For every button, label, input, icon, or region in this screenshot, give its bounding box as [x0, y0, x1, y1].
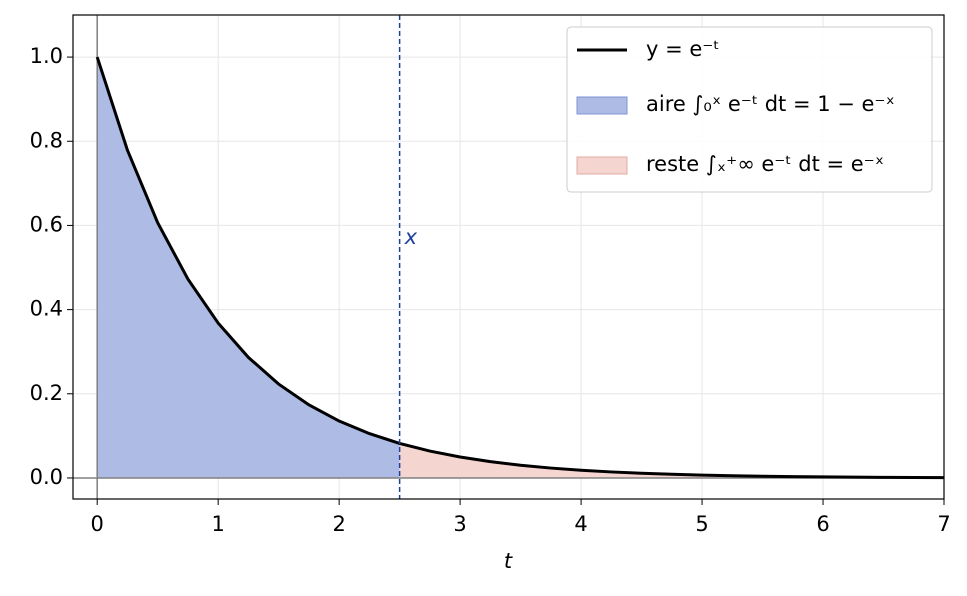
reference-label: x [404, 225, 418, 249]
y-tick-label: 1.0 [30, 44, 63, 68]
legend-label: reste ∫ₓ⁺∞ e⁻ᵗ dt = e⁻ˣ [646, 152, 884, 176]
x-tick-label: 5 [695, 512, 708, 536]
y-tick-label: 0.8 [30, 128, 63, 152]
x-tick-label: 4 [574, 512, 587, 536]
y-tick-label: 0.6 [30, 212, 63, 236]
fill-area [399, 443, 944, 478]
x-tick-label: 3 [453, 512, 466, 536]
legend-swatch [576, 156, 628, 175]
x-tick-label: 2 [332, 512, 345, 536]
legend-label: y = e⁻ᵗ [646, 37, 720, 61]
line [95, 56, 945, 480]
fill-area [97, 57, 400, 478]
y-tick-label: 0.2 [30, 381, 63, 405]
x-tick-label: 0 [91, 512, 104, 536]
legend-box [566, 26, 933, 193]
x-tick-label: 7 [937, 512, 950, 536]
plot-frame [72, 14, 945, 500]
legend-label: aire ∫₀ˣ e⁻ᵗ dt = 1 − e⁻ˣ [646, 92, 895, 116]
x-axis-label: t [504, 549, 513, 573]
y-tick-label: 0.0 [30, 465, 63, 489]
legend-swatch [576, 96, 628, 115]
x-tick-label: 6 [816, 512, 829, 536]
y-tick-label: 0.4 [30, 297, 63, 321]
x-tick-label: 1 [211, 512, 224, 536]
